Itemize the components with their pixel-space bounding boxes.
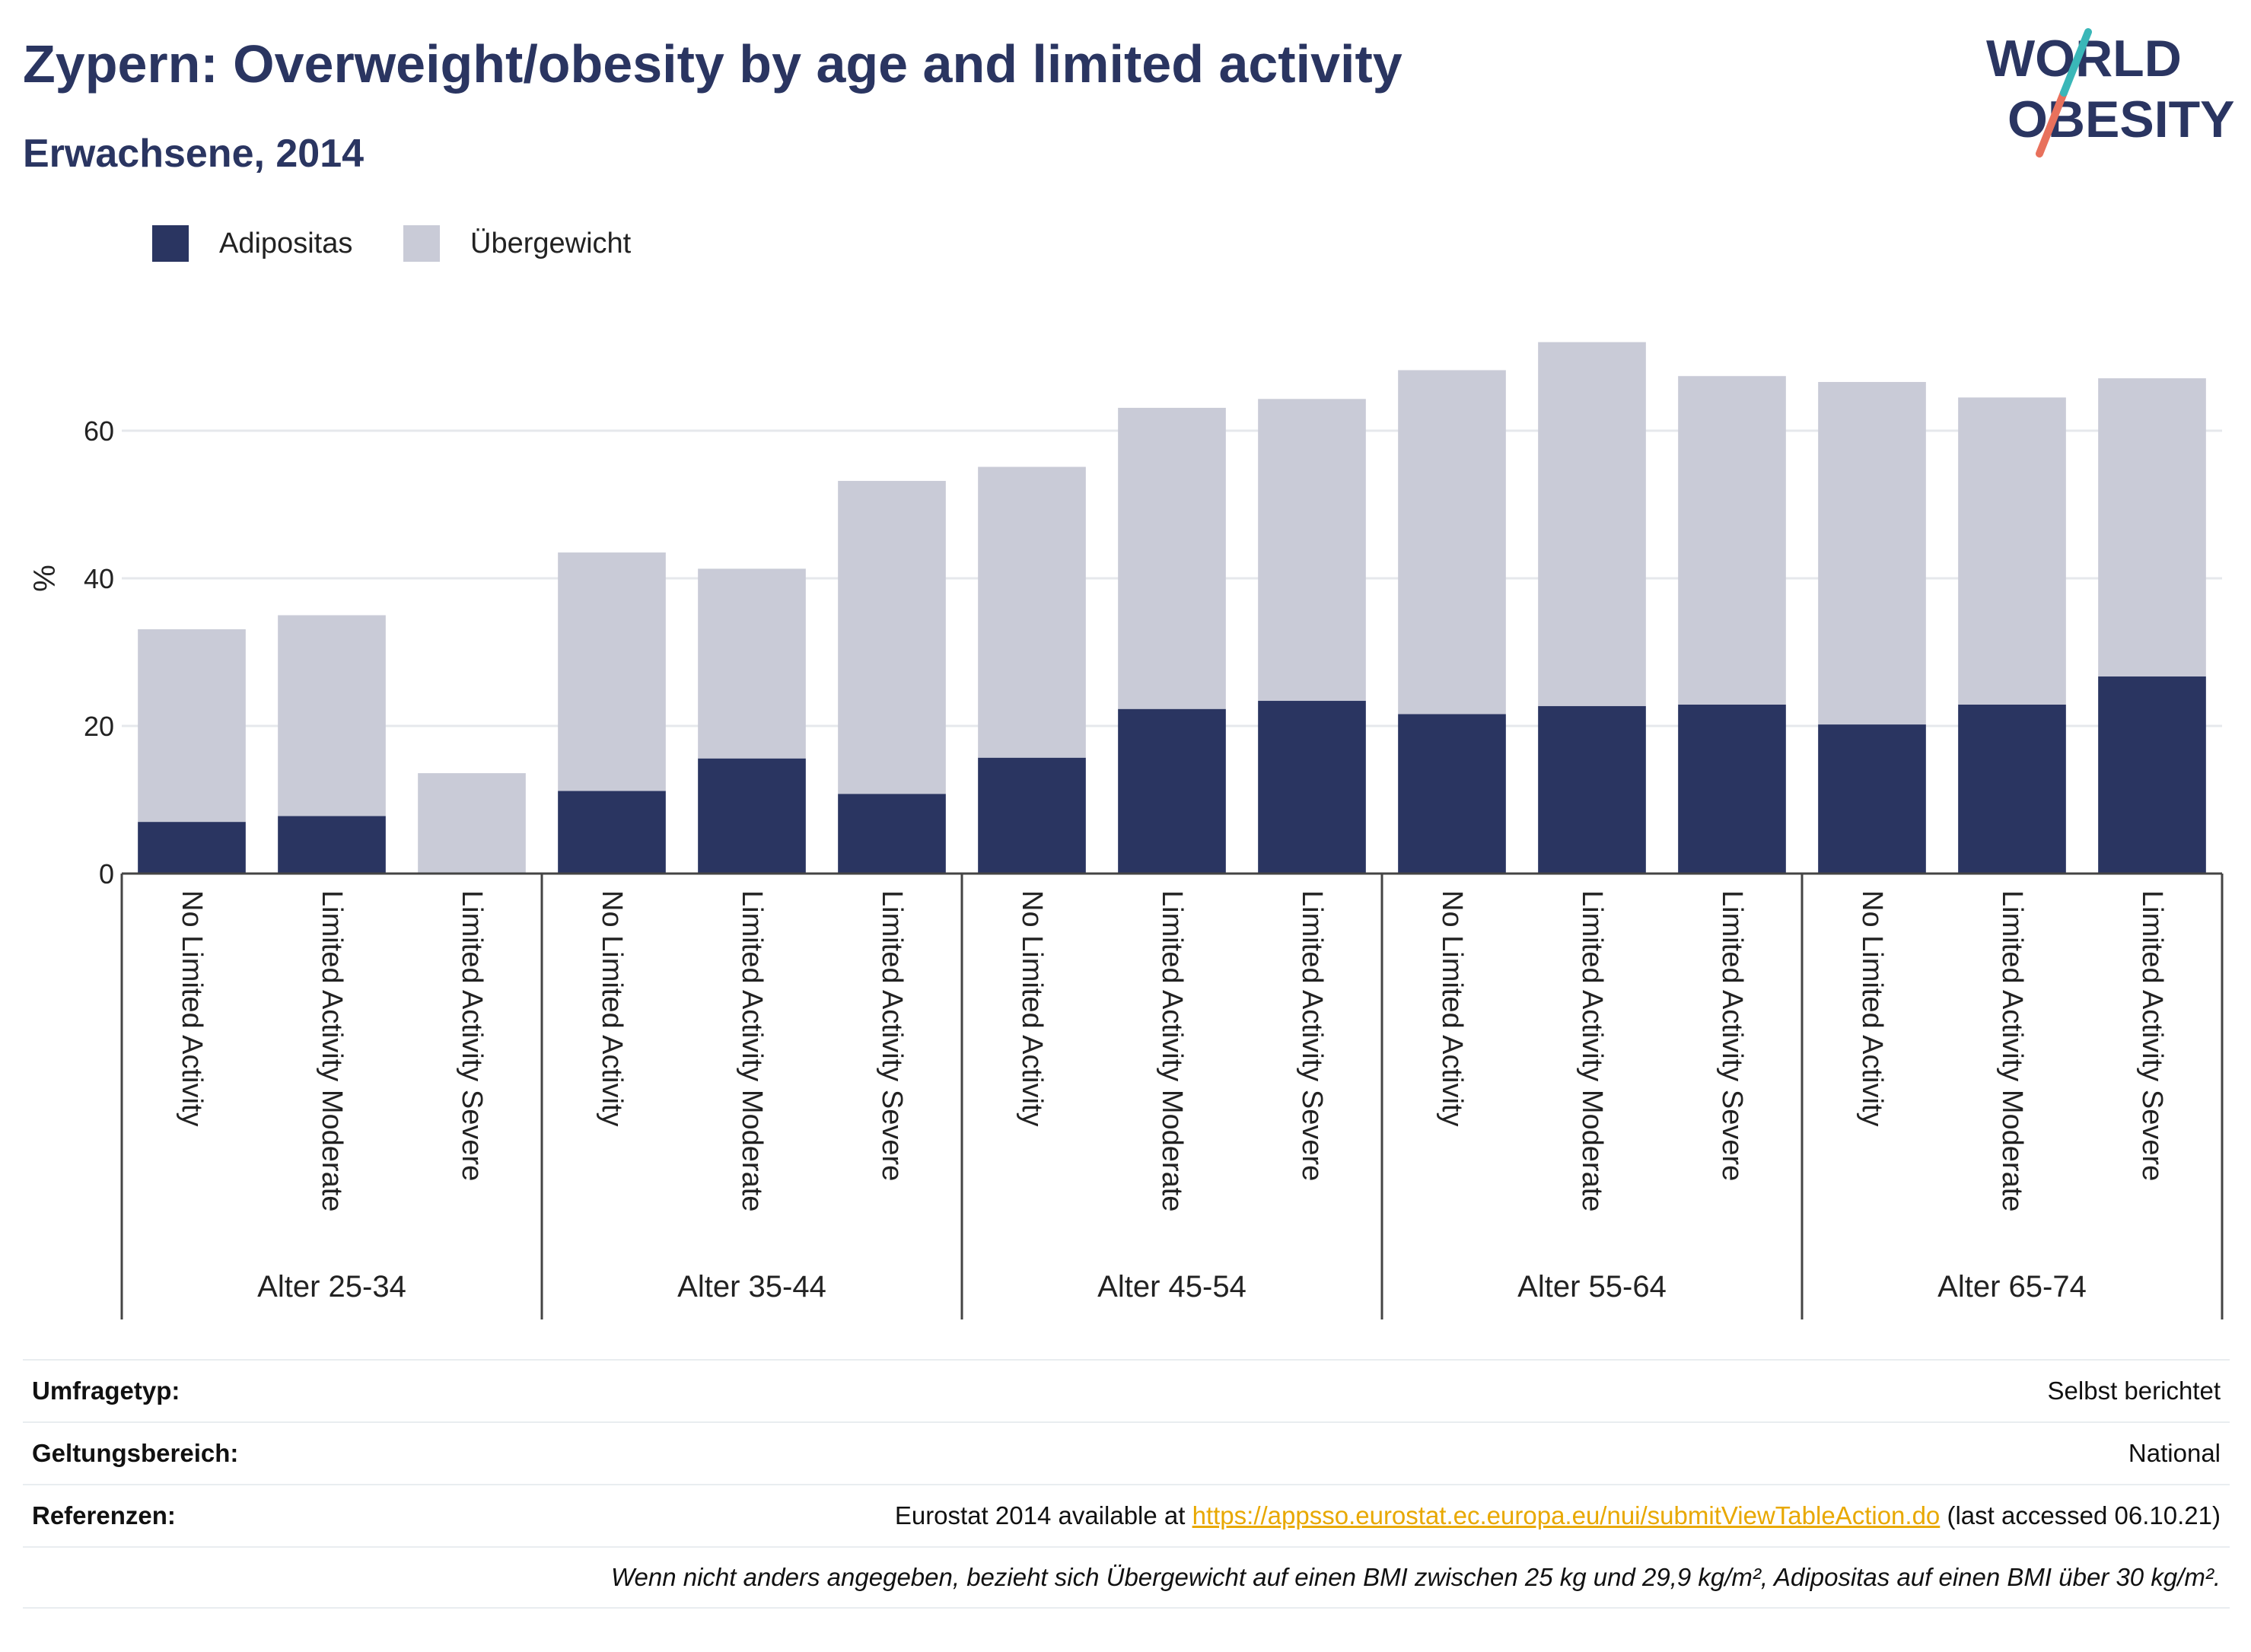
scope-label: Geltungsbereich: bbox=[32, 1439, 239, 1467]
bar-obesity bbox=[1398, 714, 1506, 874]
group-label: Alter 45-54 bbox=[1097, 1270, 1246, 1303]
references-value: Eurostat 2014 available at https://appss… bbox=[895, 1501, 2221, 1530]
bar-obesity bbox=[1258, 701, 1366, 874]
footer-row-note: Wenn nicht anders angegeben, bezieht sic… bbox=[23, 1546, 2230, 1609]
y-tick-label: 0 bbox=[99, 858, 114, 890]
y-tick-label: 40 bbox=[84, 563, 114, 594]
bar-overweight bbox=[1398, 370, 1506, 715]
bar-overweight bbox=[1118, 407, 1226, 709]
legend-item-overweight: Übergewicht bbox=[403, 225, 631, 262]
x-tick-label: Limited Activity Moderate bbox=[1996, 890, 2028, 1211]
x-tick-label: Limited Activity Severe bbox=[1296, 890, 1328, 1181]
bar-overweight bbox=[558, 552, 666, 791]
bmi-note: Wenn nicht anders angegeben, bezieht sic… bbox=[610, 1563, 2221, 1591]
x-tick-label: No Limited Activity bbox=[1016, 890, 1048, 1126]
scope-value: National bbox=[2128, 1439, 2221, 1467]
bar-overweight bbox=[1958, 397, 2066, 705]
x-tick-label: Limited Activity Moderate bbox=[1576, 890, 1608, 1211]
bar-overweight bbox=[1678, 376, 1786, 705]
chart-subtitle: Erwachsene, 2014 bbox=[23, 132, 365, 176]
legend-label-overweight: Übergewicht bbox=[470, 227, 632, 259]
x-tick-label: No Limited Activity bbox=[176, 890, 208, 1126]
survey-type-label: Umfragetyp: bbox=[32, 1377, 180, 1405]
bar-obesity bbox=[138, 822, 246, 874]
bar-obesity bbox=[1818, 724, 1926, 874]
bar-overweight bbox=[138, 629, 246, 823]
legend-label-obesity: Adipositas bbox=[219, 227, 353, 259]
references-label: Referenzen: bbox=[32, 1501, 176, 1529]
references-prefix: Eurostat 2014 available at bbox=[894, 1501, 1186, 1529]
bar-overweight bbox=[278, 615, 386, 816]
bar-overweight bbox=[1818, 381, 1926, 725]
x-tick-label: Limited Activity Moderate bbox=[1156, 890, 1188, 1211]
footer-row-survey-type: Umfragetyp: Selbst berichtet bbox=[23, 1359, 2230, 1421]
bar-obesity bbox=[1678, 704, 1786, 874]
legend-swatch-overweight bbox=[403, 225, 440, 262]
survey-type-value: Selbst berichtet bbox=[2047, 1377, 2221, 1405]
chart-title: Zypern: Overweight/obesity by age and li… bbox=[23, 34, 1402, 94]
group-label: Alter 65-74 bbox=[1937, 1270, 2087, 1303]
bar-obesity bbox=[2098, 676, 2206, 874]
x-tick-label: Limited Activity Severe bbox=[1716, 890, 1748, 1181]
legend-item-obesity: Adipositas bbox=[152, 225, 352, 262]
x-tick-label: No Limited Activity bbox=[1856, 890, 1888, 1126]
footer-row-scope: Geltungsbereich: National bbox=[23, 1421, 2230, 1484]
x-tick-label: Limited Activity Severe bbox=[2136, 890, 2168, 1181]
bar-overweight bbox=[838, 480, 946, 794]
bar-overweight bbox=[2098, 378, 2206, 677]
bar-overweight bbox=[418, 773, 526, 874]
world-obesity-logo: WORLD OBESITY bbox=[1986, 28, 2235, 158]
x-tick-label: No Limited Activity bbox=[596, 890, 628, 1126]
x-tick-label: No Limited Activity bbox=[1436, 890, 1468, 1126]
footer-table: Umfragetyp: Selbst berichtet Geltungsber… bbox=[23, 1359, 2230, 1609]
group-label: Alter 25-34 bbox=[257, 1270, 406, 1303]
y-tick-label: 60 bbox=[84, 415, 114, 447]
bar-obesity bbox=[978, 757, 1086, 874]
x-tick-label: Limited Activity Severe bbox=[876, 890, 908, 1181]
bar-obesity bbox=[838, 794, 946, 874]
legend-swatch-obesity bbox=[152, 225, 189, 262]
y-axis-label: % bbox=[28, 565, 62, 592]
group-label: Alter 35-44 bbox=[677, 1270, 826, 1303]
bar-obesity bbox=[278, 816, 386, 874]
bar-overweight bbox=[1538, 342, 1646, 706]
bar-obesity bbox=[698, 758, 806, 874]
y-tick-label: 20 bbox=[84, 711, 114, 742]
references-suffix: (last accessed 06.10.21) bbox=[1947, 1501, 2221, 1529]
bar-overweight bbox=[698, 568, 806, 759]
bar-obesity bbox=[1118, 708, 1226, 874]
bar-obesity bbox=[558, 791, 666, 874]
bar-overweight bbox=[978, 466, 1086, 758]
x-tick-label: Limited Activity Moderate bbox=[316, 890, 348, 1211]
bar-obesity bbox=[1538, 705, 1646, 874]
stacked-bar-chart: 0 20 40 60% No Limited Activity Limited Activ… bbox=[28, 342, 2224, 1319]
group-label: Alter 55-64 bbox=[1517, 1270, 1667, 1303]
references-link[interactable]: https://appsso.eurostat.ec.europa.eu/nui… bbox=[1192, 1501, 1941, 1529]
x-tick-label: Limited Activity Moderate bbox=[736, 890, 768, 1211]
bar-obesity bbox=[1958, 704, 2066, 874]
x-tick-label: Limited Activity Severe bbox=[456, 890, 488, 1181]
bar-overweight bbox=[1258, 399, 1366, 702]
footer-row-references: Referenzen: Eurostat 2014 available at h… bbox=[23, 1484, 2230, 1546]
